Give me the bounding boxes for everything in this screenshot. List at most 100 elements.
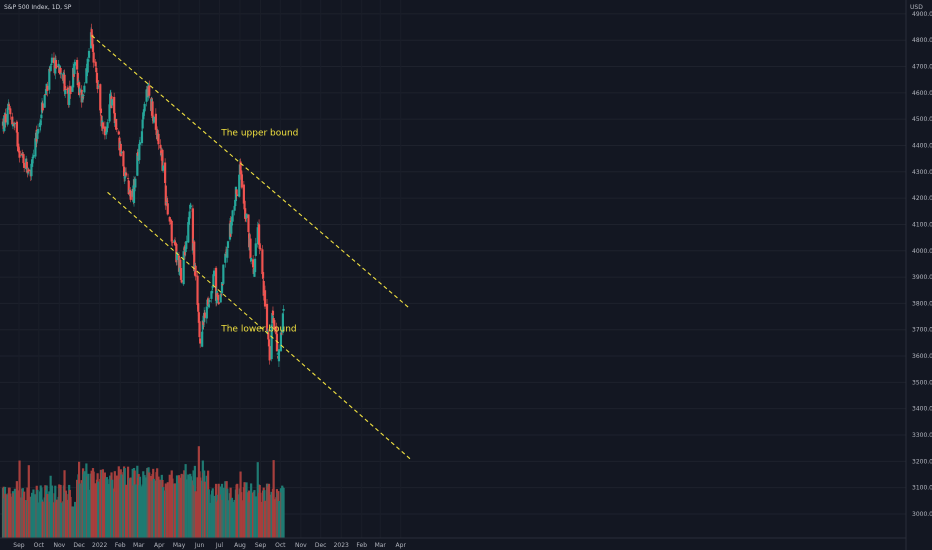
candle-body [113,96,116,114]
candle-body [193,241,196,272]
candle-body [43,94,46,108]
candle-body [236,194,239,197]
candle-body [148,85,151,96]
candle-body [12,122,15,124]
candle-body [87,50,91,58]
candle-body [230,221,233,234]
candle-body [95,67,98,73]
x-tick-label: Aug [234,542,246,549]
candle-body [17,143,20,152]
candle-body [91,44,95,52]
annotation-upper-bound: The upper bound [220,128,298,138]
candle-body [4,113,7,123]
y-tick-label: 4600.00 [912,90,932,97]
candle-body [240,171,243,175]
candle-body [11,124,15,127]
volume-bar [212,495,216,538]
candle-body [202,320,205,325]
candle-body [25,161,28,169]
candle-body [159,144,162,149]
candle-body [166,203,169,215]
volume-bar [27,465,30,538]
candle-body [132,179,136,204]
candle-body [32,154,35,159]
candle-body [21,153,24,155]
candle-body [64,89,67,90]
candle-body [262,280,265,296]
candle-body [58,65,62,71]
candle-body [69,86,72,95]
candle-body [188,211,191,219]
candle-body [261,272,265,279]
candle-body [171,242,174,243]
candle-body [71,85,74,92]
candle-body [36,129,40,134]
volume-bar [129,477,132,538]
x-tick-label: Dec [315,542,327,549]
volume-bar [272,460,275,538]
candle-body [126,178,130,179]
volume-bar [240,500,243,538]
candle-body [16,132,19,147]
candle-body [122,151,125,167]
candle-body [254,258,257,273]
x-tick-label: Feb [115,542,126,549]
candle-body [90,29,93,38]
candle-body [73,63,76,75]
volume-bar [18,460,21,538]
y-tick-label: 3900.00 [912,274,932,281]
y-tick-label: 4500.00 [912,116,932,123]
candles [1,23,285,368]
volume-bar [36,502,40,538]
candle-body [277,349,281,362]
volume-bar [194,491,197,538]
volume-bar [208,502,211,538]
candle-body [8,107,11,109]
candle-body [247,214,250,233]
candle-body [40,114,43,119]
candle-body [281,313,284,333]
x-tick-label: Nov [295,542,307,549]
candle-body [230,223,234,225]
candle-body [140,131,144,144]
x-tick-label: Mar [375,542,387,549]
candle-body [39,120,42,126]
volume-bar [263,500,267,538]
y-tick-label: 4700.00 [912,64,932,71]
volume-bar [143,475,146,538]
y-tick-label: 4400.00 [912,142,932,149]
candle-body [271,310,275,316]
candle-body [72,67,75,88]
candle-body [212,274,215,287]
candle-body [55,65,58,68]
x-tick-label: Nov [53,542,65,549]
candle-body [258,244,261,249]
volume-bar [236,483,239,538]
candle-body [54,60,58,69]
candle-body [267,332,270,340]
x-tick-label: Apr [396,542,407,549]
candle-body [113,112,116,124]
candle-body [50,57,54,63]
candle-body [214,267,218,301]
x-tick-label: May [173,542,186,549]
y-tick-label: 3600.00 [912,353,932,360]
candle-body [250,257,253,262]
candle-body [81,94,84,103]
candle-body [3,113,7,114]
candle-body [226,241,230,249]
volume-bar [97,481,100,538]
volume-bar [222,487,225,538]
candle-body [194,265,197,277]
candle-body [187,217,191,225]
volume-bar [250,483,253,538]
candle-body [164,162,167,184]
y-tick-label: 4300.00 [912,169,932,176]
candle-body [86,58,89,73]
candle-body [141,119,144,129]
candle-body [18,150,21,158]
candle-body [41,103,44,111]
candle-body [216,293,219,297]
candle-body [179,259,182,268]
